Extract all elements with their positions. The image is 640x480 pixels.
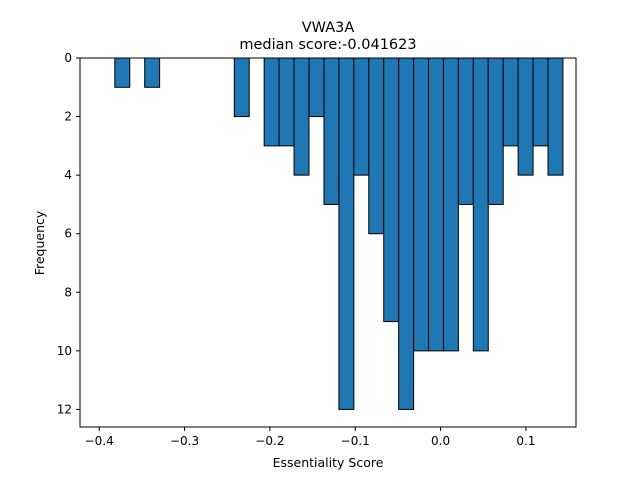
chart-subtitle: median score:-0.041623 <box>239 37 416 53</box>
histogram-bar <box>547 57 564 176</box>
y-tick-label: 10 <box>57 344 72 358</box>
histogram-bar <box>144 57 161 88</box>
histogram-bar <box>413 57 430 352</box>
chart-title: VWA3A <box>302 20 355 36</box>
histogram-bar <box>233 57 250 118</box>
y-tick-label: 8 <box>64 285 72 299</box>
histogram-bar <box>338 57 355 410</box>
y-axis-label: Frequency <box>32 210 47 275</box>
histogram-bar <box>532 57 549 147</box>
x-axis-ticks: −0.4 −0.3 −0.2 −0.1 0.0 0.1 <box>85 427 535 448</box>
histogram-bar <box>442 57 459 352</box>
histogram-bar <box>308 57 325 118</box>
y-tick-label: 4 <box>64 168 72 182</box>
histogram-bar <box>353 57 370 176</box>
histogram-bar <box>398 57 415 410</box>
histogram-bar <box>263 57 280 147</box>
y-axis-ticks: 0 2 4 6 8 10 12 <box>57 51 80 416</box>
histogram-bar <box>383 57 400 323</box>
x-tick-label: −0.2 <box>255 434 284 448</box>
y-tick-label: 12 <box>57 402 72 416</box>
x-tick-label: 0.1 <box>516 434 535 448</box>
histogram-bar <box>114 57 131 88</box>
plot-frame <box>79 57 577 428</box>
x-tick-label: 0.0 <box>431 434 450 448</box>
histogram-bar <box>323 57 340 205</box>
histogram-bar <box>293 57 310 176</box>
y-tick-label: 6 <box>64 227 72 241</box>
histogram-bar <box>368 57 385 235</box>
histogram-bar <box>457 57 474 205</box>
histogram-bar <box>502 57 519 147</box>
histogram-bar <box>428 57 444 352</box>
y-tick-label: 0 <box>64 51 72 65</box>
histogram-bar <box>278 57 295 147</box>
x-tick-label: −0.4 <box>85 434 114 448</box>
histogram-bar <box>487 57 504 205</box>
x-tick-label: −0.1 <box>341 434 370 448</box>
histogram-bar <box>472 57 489 352</box>
histogram-bar <box>517 57 534 176</box>
x-tick-label: −0.3 <box>170 434 199 448</box>
bars-group <box>114 57 564 410</box>
y-tick-label: 2 <box>64 110 72 124</box>
x-axis-label: Essentiality Score <box>273 455 384 470</box>
